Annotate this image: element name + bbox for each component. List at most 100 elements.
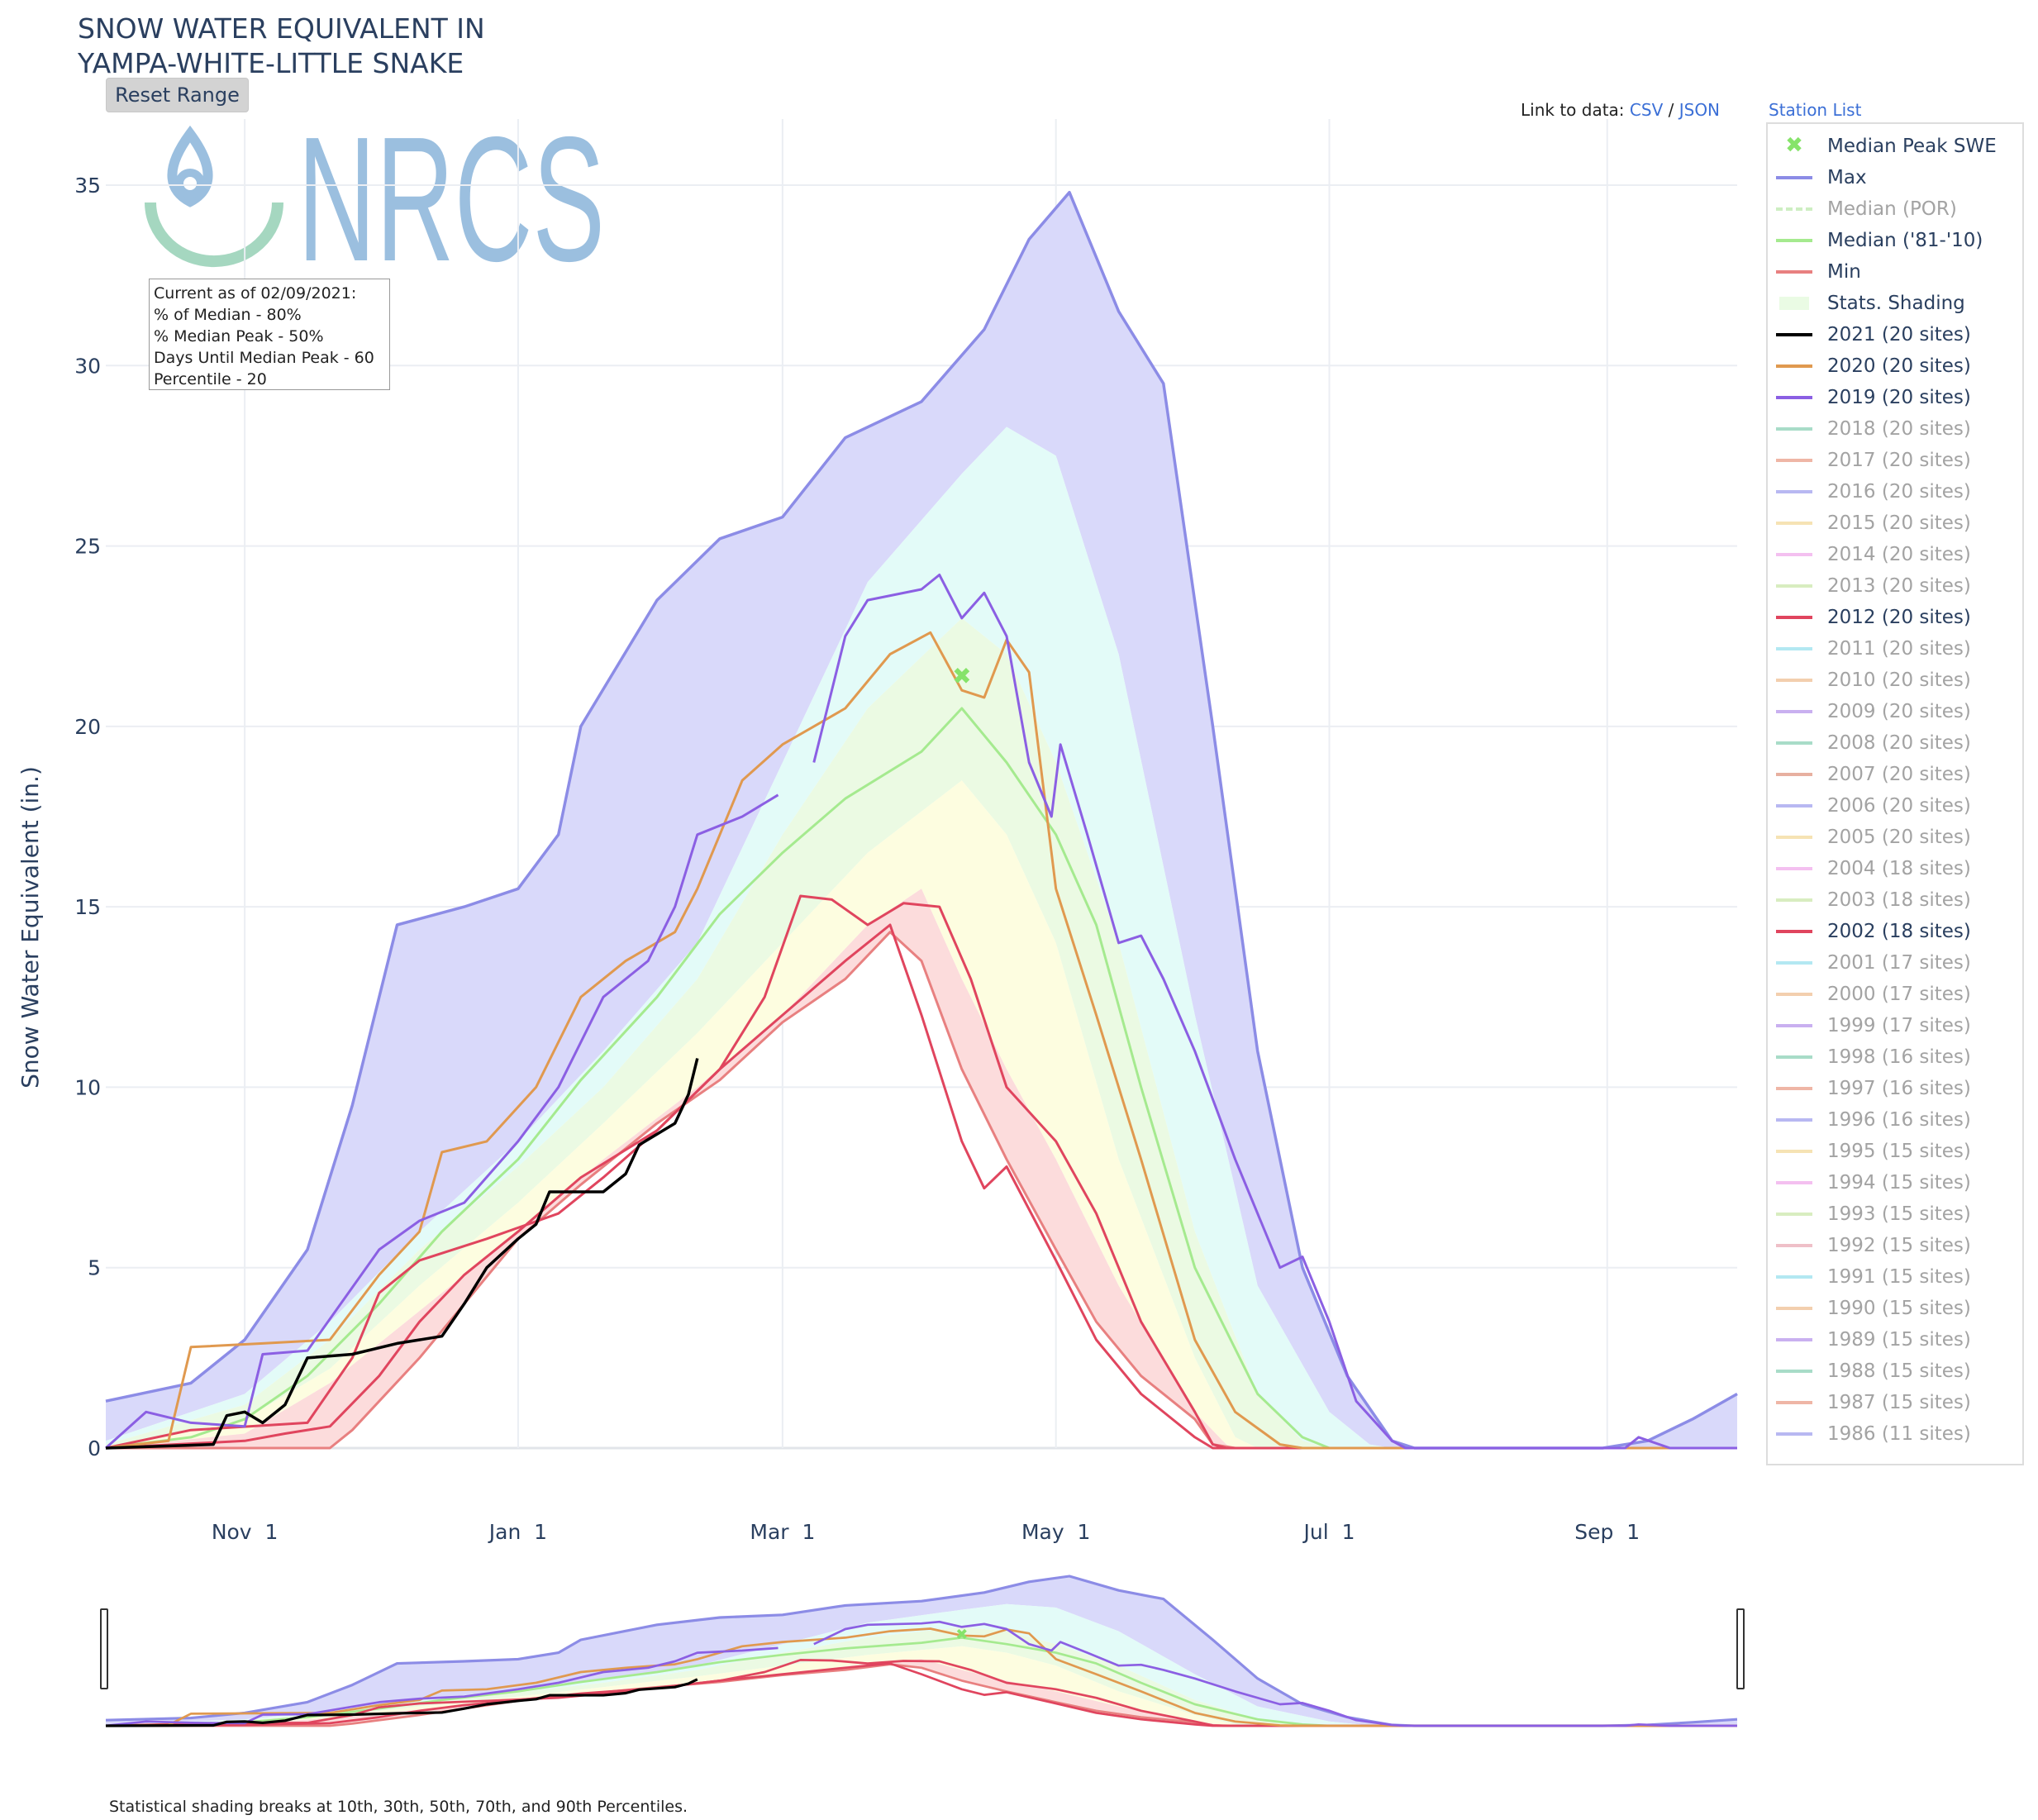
legend-item[interactable]: Median (POR) bbox=[1768, 193, 2022, 225]
legend-item[interactable]: 2005 (20 sites) bbox=[1768, 822, 2022, 853]
legend-item[interactable]: 2010 (20 sites) bbox=[1768, 665, 2022, 696]
legend-item[interactable]: 2013 (20 sites) bbox=[1768, 570, 2022, 602]
legend-item[interactable]: 2009 (20 sites) bbox=[1768, 696, 2022, 727]
legend-label: 2001 (17 sites) bbox=[1827, 952, 1971, 974]
legend-item[interactable]: 2020 (20 sites) bbox=[1768, 350, 2022, 382]
legend-swatch bbox=[1776, 923, 1812, 940]
legend-swatch bbox=[1776, 1269, 1812, 1285]
legend-item[interactable]: 2003 (18 sites) bbox=[1768, 884, 2022, 916]
legend-item[interactable]: ✖ Median Peak SWE bbox=[1768, 131, 2022, 162]
shading-footnote: Statistical shading breaks at 10th, 30th… bbox=[109, 1798, 688, 1816]
legend-item[interactable]: Median ('81-'10) bbox=[1768, 225, 2022, 256]
legend-item[interactable]: 2002 (18 sites) bbox=[1768, 916, 2022, 947]
legend-label: 2012 (20 sites) bbox=[1827, 607, 1971, 628]
legend-label: 1989 (15 sites) bbox=[1827, 1329, 1971, 1351]
range-slider-left-handle[interactable] bbox=[100, 1608, 108, 1689]
legend-label: 2021 (20 sites) bbox=[1827, 324, 1971, 345]
legend-item[interactable]: Min bbox=[1768, 256, 2022, 288]
legend-item[interactable]: 1996 (16 sites) bbox=[1768, 1104, 2022, 1136]
legend-swatch bbox=[1776, 1080, 1812, 1097]
legend-swatch bbox=[1776, 703, 1812, 720]
legend-label: 2015 (20 sites) bbox=[1827, 512, 1971, 534]
legend-label: 1988 (15 sites) bbox=[1827, 1360, 1971, 1382]
legend-label: Min bbox=[1827, 261, 1861, 283]
legend-item[interactable]: 2007 (20 sites) bbox=[1768, 759, 2022, 790]
csv-link[interactable]: CSV bbox=[1629, 100, 1664, 120]
legend-item[interactable]: 1989 (15 sites) bbox=[1768, 1324, 2022, 1355]
legend-item[interactable]: 1998 (16 sites) bbox=[1768, 1041, 2022, 1073]
series-y2019 bbox=[104, 793, 779, 1450]
legend-item[interactable]: Stats. Shading bbox=[1768, 288, 2022, 319]
legend-swatch bbox=[1776, 609, 1812, 626]
legend-label: 1990 (15 sites) bbox=[1827, 1298, 1971, 1319]
legend-item[interactable]: 2016 (20 sites) bbox=[1768, 476, 2022, 507]
legend-item[interactable]: 1993 (15 sites) bbox=[1768, 1198, 2022, 1230]
legend-item[interactable]: 2017 (20 sites) bbox=[1768, 445, 2022, 476]
legend-label: 2017 (20 sites) bbox=[1827, 450, 1971, 471]
chart-title: SNOW WATER EQUIVALENT IN YAMPA-WHITE-LIT… bbox=[78, 12, 485, 81]
legend-item[interactable]: 2018 (20 sites) bbox=[1768, 413, 2022, 445]
y-axis-ticks: 0 5 10 15 20 25 30 35 bbox=[74, 174, 101, 1460]
legend-item[interactable]: 1999 (17 sites) bbox=[1768, 1010, 2022, 1041]
series-y2019 bbox=[812, 574, 1737, 1450]
legend-item[interactable]: 2000 (17 sites) bbox=[1768, 979, 2022, 1010]
current-status-box: Current as of 02/09/2021: % of Median - … bbox=[149, 279, 390, 390]
y-axis-label: Snow Water Equivalent (in.) bbox=[17, 766, 44, 1089]
legend-item[interactable]: 2006 (20 sites) bbox=[1768, 790, 2022, 822]
series-lines bbox=[104, 190, 1738, 1450]
legend-label: Median Peak SWE bbox=[1827, 136, 1997, 157]
legend-item[interactable]: 1992 (15 sites) bbox=[1768, 1230, 2022, 1261]
reset-range-button[interactable]: Reset Range bbox=[106, 78, 249, 112]
legend-swatch bbox=[1776, 421, 1812, 437]
range-slider-right-handle[interactable] bbox=[1736, 1608, 1745, 1689]
band-max-p90 bbox=[106, 192, 1737, 1449]
legend-item[interactable]: 1994 (15 sites) bbox=[1768, 1167, 2022, 1198]
legend-item[interactable]: 2008 (20 sites) bbox=[1768, 727, 2022, 759]
legend-item[interactable]: 1986 (11 sites) bbox=[1768, 1418, 2022, 1450]
y-tick-label: 35 bbox=[74, 174, 101, 198]
median-peak-point: ✖ bbox=[952, 663, 971, 690]
legend-label: 2005 (20 sites) bbox=[1827, 827, 1971, 848]
legend-item[interactable]: 2019 (20 sites) bbox=[1768, 382, 2022, 413]
legend-item[interactable]: 2004 (18 sites) bbox=[1768, 853, 2022, 884]
range-slider[interactable]: ✖ bbox=[100, 1575, 1745, 1727]
legend-label: 1998 (16 sites) bbox=[1827, 1046, 1971, 1068]
legend-label: 2007 (20 sites) bbox=[1827, 764, 1971, 785]
legend-item[interactable]: 1990 (15 sites) bbox=[1768, 1293, 2022, 1324]
json-link[interactable]: JSON bbox=[1678, 100, 1721, 120]
legend-label: 2002 (18 sites) bbox=[1827, 921, 1971, 942]
legend-item[interactable]: 1991 (15 sites) bbox=[1768, 1261, 2022, 1293]
water-drop-icon bbox=[167, 125, 213, 207]
legend-item[interactable]: 2011 (20 sites) bbox=[1768, 633, 2022, 665]
legend-swatch bbox=[1776, 1174, 1812, 1191]
band-max-p90 bbox=[106, 1576, 1737, 1726]
legend-swatch bbox=[1776, 546, 1812, 563]
legend-item[interactable]: 2001 (17 sites) bbox=[1768, 947, 2022, 979]
legend-item[interactable]: Max bbox=[1768, 162, 2022, 193]
legend-label: 2003 (18 sites) bbox=[1827, 889, 1971, 911]
legend-item[interactable]: 2021 (20 sites) bbox=[1768, 319, 2022, 350]
legend-item[interactable]: 1995 (15 sites) bbox=[1768, 1136, 2022, 1167]
legend-label: 1993 (15 sites) bbox=[1827, 1203, 1971, 1225]
legend-label: 1986 (11 sites) bbox=[1827, 1423, 1971, 1445]
legend-label: 2006 (20 sites) bbox=[1827, 795, 1971, 817]
series-y2020 bbox=[105, 1627, 1737, 1727]
data-links-prefix: Link to data: bbox=[1521, 100, 1625, 120]
legend-item[interactable]: 2014 (20 sites) bbox=[1768, 539, 2022, 570]
legend-item[interactable]: 2012 (20 sites) bbox=[1768, 602, 2022, 633]
y-tick-label: 5 bbox=[88, 1256, 101, 1280]
y-tick-label: 30 bbox=[74, 354, 101, 378]
legend-label: 1995 (15 sites) bbox=[1827, 1141, 1971, 1162]
x-tick-label: May 1 bbox=[1021, 1520, 1090, 1544]
station-list-link[interactable]: Station List bbox=[1769, 100, 1862, 120]
legend-swatch bbox=[1776, 295, 1812, 312]
legend-item[interactable]: 1987 (15 sites) bbox=[1768, 1387, 2022, 1418]
legend-item[interactable]: 1988 (15 sites) bbox=[1768, 1355, 2022, 1387]
legend-item[interactable]: 1997 (16 sites) bbox=[1768, 1073, 2022, 1104]
legend-item[interactable]: 2015 (20 sites) bbox=[1768, 507, 2022, 539]
legend-swatch bbox=[1776, 1143, 1812, 1160]
info-pct-median-peak: % Median Peak - 50% bbox=[154, 327, 324, 345]
band-p70-p50 bbox=[106, 1627, 1737, 1726]
legend-label: 2019 (20 sites) bbox=[1827, 387, 1971, 408]
